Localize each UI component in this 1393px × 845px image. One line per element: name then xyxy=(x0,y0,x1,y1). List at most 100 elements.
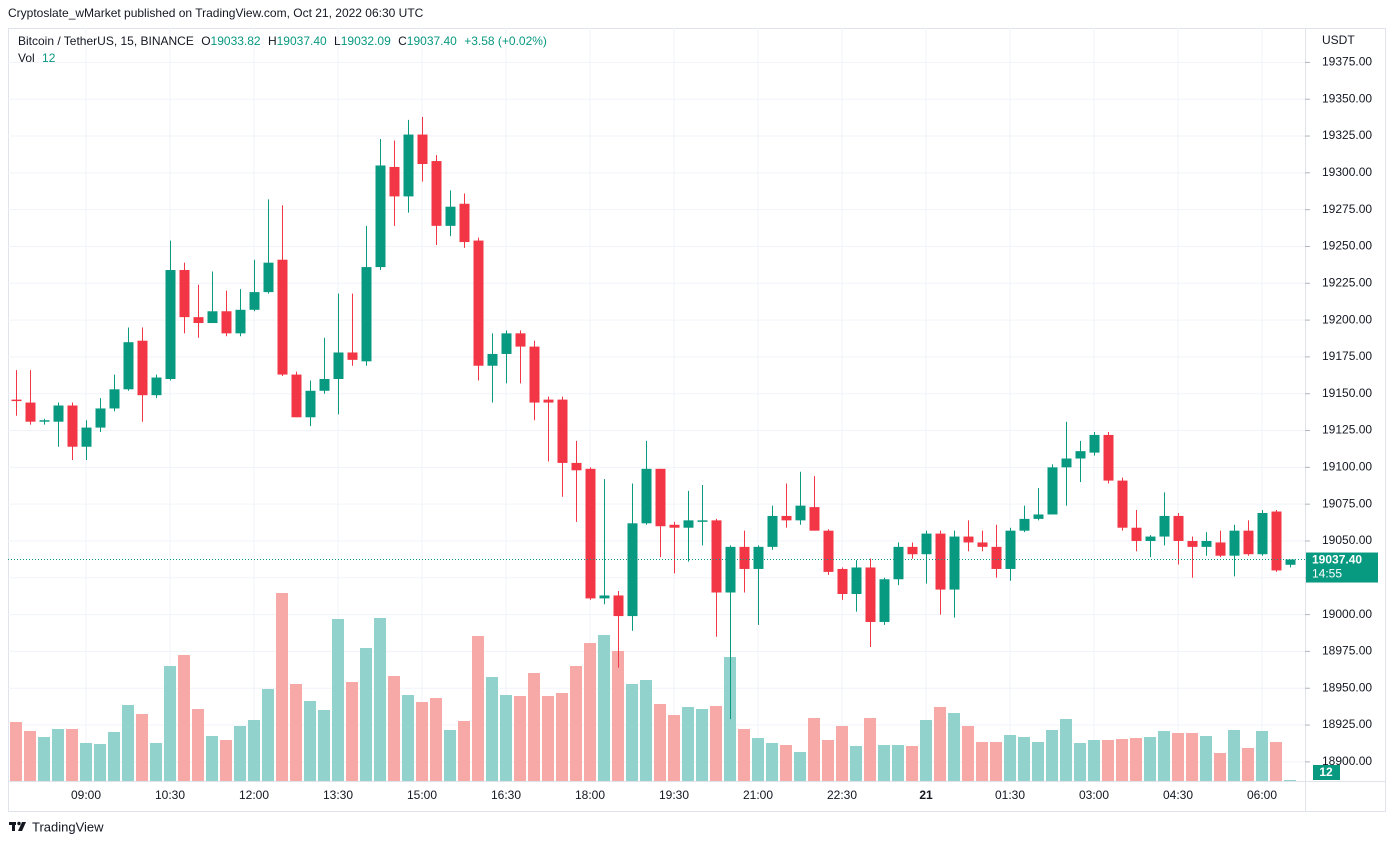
y-tick-label: 19225.00 xyxy=(1322,275,1372,289)
candle-body xyxy=(109,389,120,409)
volume-bar xyxy=(318,710,330,781)
candle-body xyxy=(739,546,750,569)
volume-bar xyxy=(990,742,1002,781)
candle-body xyxy=(1047,467,1058,515)
volume-label: Vol xyxy=(18,51,35,65)
candle-body xyxy=(1187,540,1198,547)
volume-bar xyxy=(1284,780,1296,781)
volume-bar xyxy=(1074,743,1086,781)
candle-body xyxy=(375,165,386,268)
candle-body xyxy=(459,203,470,243)
ohlc-value: 19033.82 xyxy=(211,34,261,48)
volume-bar xyxy=(822,740,834,781)
symbol: Bitcoin / TetherUS, 15, BINANCE xyxy=(18,34,194,48)
volume-bar xyxy=(346,682,358,781)
volume-bar xyxy=(1270,742,1282,781)
countdown: 14:55 xyxy=(1312,567,1342,581)
logo xyxy=(9,821,26,831)
volume-bar xyxy=(332,619,344,781)
x-tick-label: 12:00 xyxy=(239,788,269,802)
candle-body xyxy=(781,515,792,521)
candle-body xyxy=(1019,518,1030,531)
candle-body xyxy=(487,353,498,366)
grid xyxy=(8,28,1305,781)
candle-body xyxy=(725,546,736,593)
candle-body xyxy=(1257,512,1268,555)
x-tick-label: 21 xyxy=(919,788,933,802)
volume-bar xyxy=(934,707,946,781)
candle-body xyxy=(837,568,848,594)
volume-bar xyxy=(206,736,218,781)
candle-body xyxy=(1201,540,1212,547)
x-tick-label: 10:30 xyxy=(155,788,185,802)
volume-bar xyxy=(1228,730,1240,781)
candle-body xyxy=(977,542,988,547)
volume-bar xyxy=(752,738,764,781)
candle-body xyxy=(1089,434,1100,453)
volume-bar xyxy=(66,729,78,781)
candle-body xyxy=(53,405,64,422)
volume-bar xyxy=(94,744,106,781)
candle-body xyxy=(711,520,722,593)
volume-bar xyxy=(10,722,22,781)
volume-bar xyxy=(696,709,708,781)
candle-body xyxy=(1243,530,1254,555)
y-tick-label: 18925.00 xyxy=(1322,717,1372,731)
candle-body xyxy=(445,206,456,226)
y-tick-label: 19300.00 xyxy=(1322,165,1372,179)
candle-body xyxy=(193,317,204,324)
volume-bar xyxy=(248,720,260,781)
volume-bar xyxy=(1130,738,1142,781)
candle-body xyxy=(277,259,288,375)
candles xyxy=(11,116,1296,720)
candle-body xyxy=(809,507,820,531)
candle-body xyxy=(1285,559,1296,565)
volume-bar xyxy=(668,715,680,781)
volume-bar xyxy=(514,696,526,781)
candle-body xyxy=(417,134,428,165)
volume-bar xyxy=(1144,737,1156,781)
volume-bar xyxy=(136,714,148,781)
x-tick-label: 22:30 xyxy=(827,788,857,802)
y-tick-label: 19050.00 xyxy=(1322,533,1372,547)
volume-bar xyxy=(710,706,722,781)
volume-bar xyxy=(276,593,288,781)
volume-bar xyxy=(766,743,778,781)
volume-bar xyxy=(1116,739,1128,781)
ohlc-value: 19037.40 xyxy=(407,34,457,48)
volume-bar xyxy=(1004,735,1016,781)
candle-body xyxy=(1173,515,1184,541)
volume-bar xyxy=(906,746,918,781)
logo-part xyxy=(17,821,21,826)
candle-body xyxy=(1117,480,1128,528)
x-tick-label: 19:30 xyxy=(659,788,689,802)
volume-bar xyxy=(850,746,862,781)
volume-bar xyxy=(500,695,512,781)
volume-bar xyxy=(108,732,120,781)
volume-bar xyxy=(388,676,400,781)
volume-bar xyxy=(1200,736,1212,781)
candle-body xyxy=(1229,530,1240,556)
volume-bar xyxy=(654,704,666,781)
candle-body xyxy=(571,462,582,471)
candle-body xyxy=(179,270,190,318)
candle-body xyxy=(767,515,778,547)
volume-bar xyxy=(402,695,414,781)
candle-body xyxy=(291,374,302,418)
currency: USDT xyxy=(1322,33,1355,47)
volume-legend: Vol 12 xyxy=(18,51,56,65)
volume-bar xyxy=(80,743,92,781)
volume-bar xyxy=(122,705,134,781)
chart-frame xyxy=(8,28,1386,812)
volume-bar xyxy=(374,618,386,781)
y-tick-label: 19175.00 xyxy=(1322,349,1372,363)
volume-bar xyxy=(304,701,316,781)
y-tick-label: 19075.00 xyxy=(1322,496,1372,510)
y-tick-label: 18950.00 xyxy=(1322,680,1372,694)
volume-bar xyxy=(542,696,554,781)
volume-bar xyxy=(1172,733,1184,781)
axes: 18900.00 18925.00 18950.00 18975.00 19000.00… xyxy=(8,55,1378,802)
candle-body xyxy=(907,546,918,555)
